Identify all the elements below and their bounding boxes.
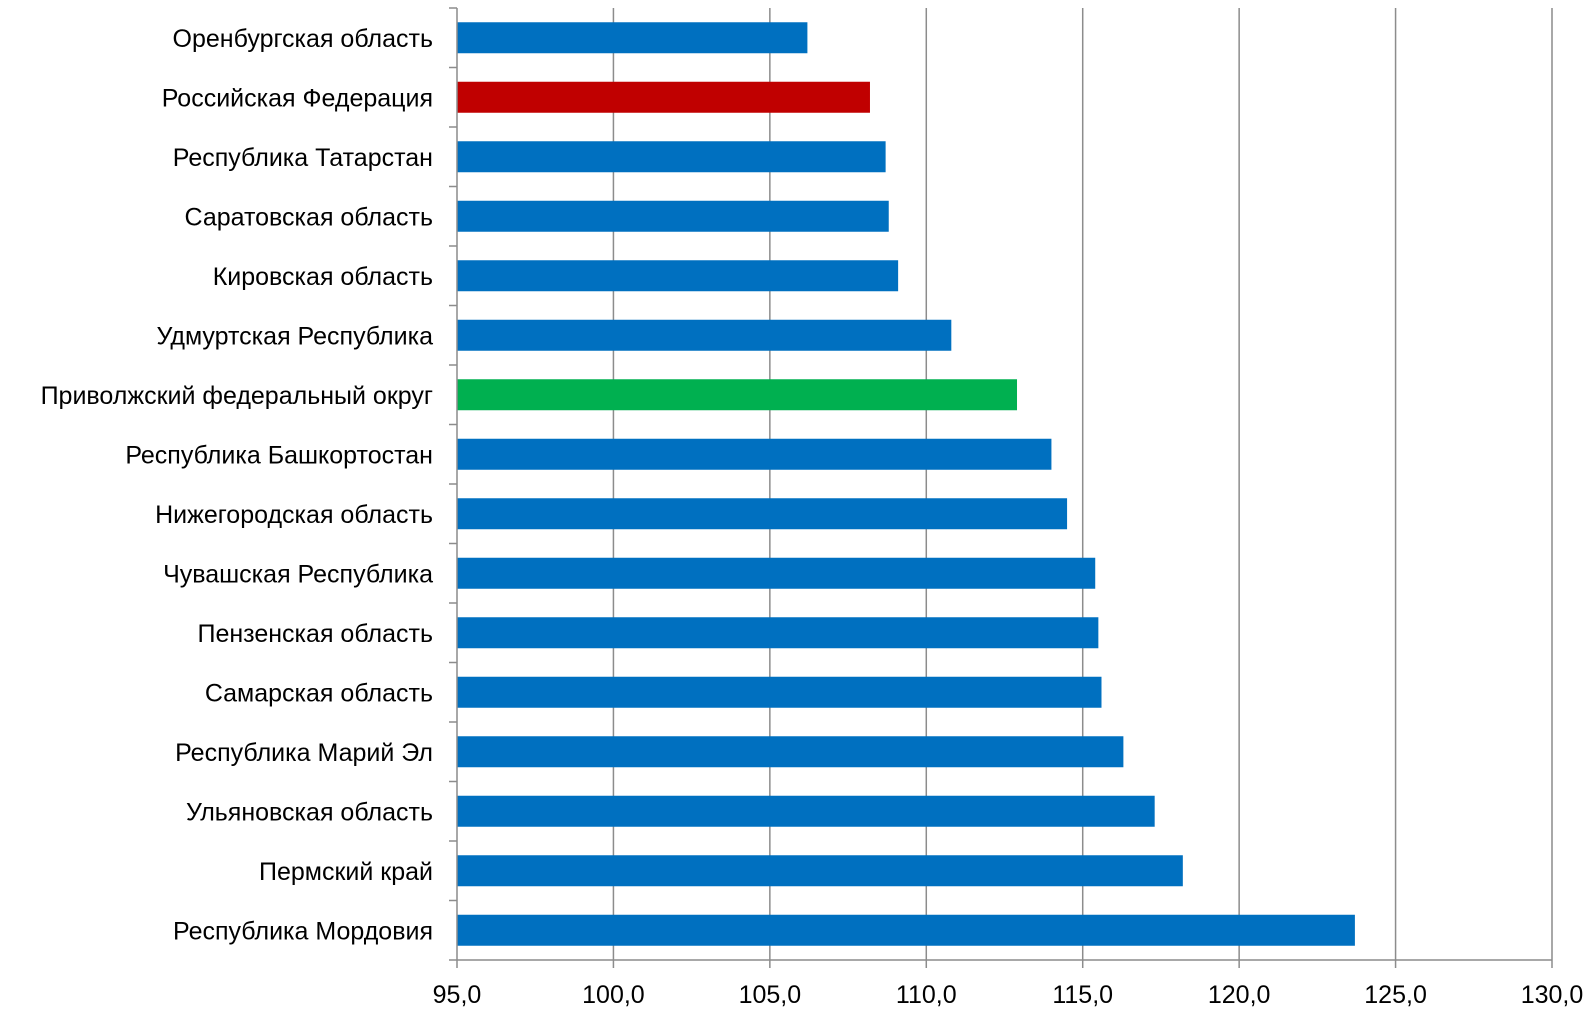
bars (457, 22, 1355, 946)
bar (457, 319, 952, 351)
category-label: Республика Башкортостан (125, 441, 433, 469)
category-label: Саратовская область (184, 203, 433, 231)
x-tick-labels: 95,0 100,0 105,0 110,0 115,0 120,0 125,0 130,0 (433, 981, 1584, 1009)
bar (457, 200, 889, 232)
category-label: Республика Марий Эл (175, 739, 433, 767)
x-tick-label: 110,0 (896, 981, 957, 1009)
category-label: Нижегородская область (155, 501, 433, 529)
category-label: Приволжский федеральный округ (41, 382, 433, 410)
category-label: Самарская область (205, 679, 433, 707)
x-tick-label: 95,0 (433, 981, 482, 1009)
bar (457, 676, 1102, 708)
category-label: Пензенская область (197, 620, 433, 648)
axes (449, 7, 1553, 968)
category-label: Пермский край (259, 858, 433, 886)
category-label: Оренбургская область (173, 25, 433, 53)
x-tick-label: 105,0 (739, 981, 802, 1009)
bar (457, 81, 870, 113)
bar (457, 736, 1124, 768)
category-label: Чувашская Республика (163, 560, 433, 588)
bar (457, 498, 1068, 530)
category-label: Удмуртская Республика (156, 322, 433, 350)
category-label: Республика Мордовия (173, 917, 433, 945)
bar (457, 855, 1183, 887)
x-tick-label: 125,0 (1364, 981, 1427, 1009)
category-label: Российская Федерация (162, 84, 433, 112)
bar (457, 141, 886, 173)
bar (457, 795, 1155, 827)
x-tick-label: 130,0 (1521, 981, 1584, 1009)
category-label: Республика Татарстан (173, 144, 433, 172)
bar (457, 617, 1099, 649)
bar (457, 260, 899, 292)
bar (457, 557, 1096, 589)
x-tick-label: 100,0 (582, 981, 645, 1009)
x-tick-label: 120,0 (1208, 981, 1271, 1009)
bar (457, 22, 808, 54)
category-label: Ульяновская область (186, 798, 433, 826)
bar (457, 914, 1355, 946)
x-tick-label: 115,0 (1052, 981, 1113, 1009)
bar (457, 379, 1018, 411)
category-labels: Оренбургская область Российская Федерация… (41, 25, 434, 946)
bar (457, 438, 1052, 470)
category-label: Кировская область (213, 263, 433, 291)
